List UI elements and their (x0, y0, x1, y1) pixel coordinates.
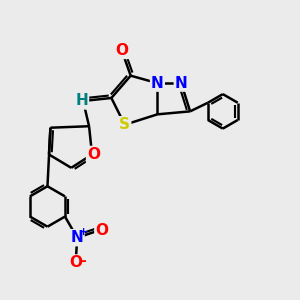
Text: -: - (80, 254, 86, 268)
Text: N: N (71, 230, 84, 245)
Text: N: N (175, 76, 188, 91)
Text: O: O (69, 255, 82, 270)
Text: H: H (75, 94, 88, 109)
Text: O: O (87, 147, 100, 162)
Text: O: O (95, 223, 108, 238)
Text: O: O (115, 43, 128, 58)
Text: N: N (151, 76, 164, 91)
Text: +: + (79, 227, 88, 237)
Text: S: S (119, 117, 130, 132)
